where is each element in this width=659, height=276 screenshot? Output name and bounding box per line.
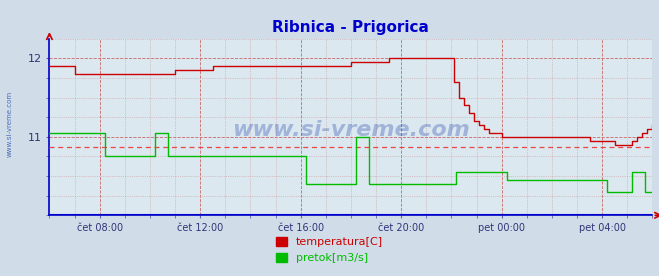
Text: www.si-vreme.com: www.si-vreme.com bbox=[7, 91, 13, 157]
Text: www.si-vreme.com: www.si-vreme.com bbox=[232, 121, 470, 140]
Title: Ribnica - Prigorica: Ribnica - Prigorica bbox=[272, 20, 430, 35]
Legend: temperatura[C], pretok[m3/s]: temperatura[C], pretok[m3/s] bbox=[272, 232, 387, 268]
